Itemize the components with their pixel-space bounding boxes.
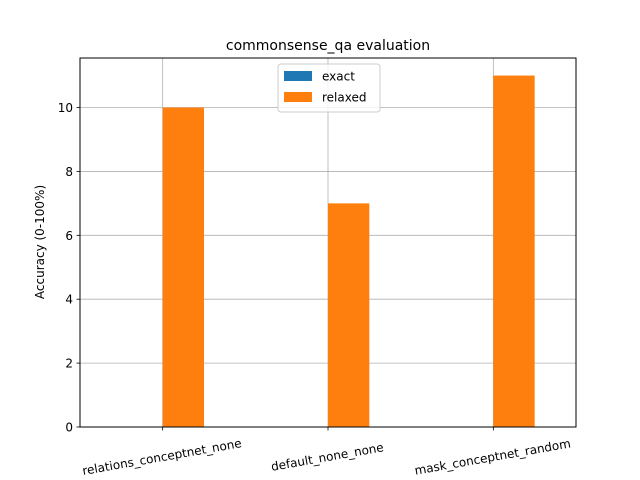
legend-swatch-exact [284,71,312,81]
legend-swatch-relaxed [284,92,312,102]
chart-title: commonsense_qa evaluation [226,38,430,54]
y-tick-label: 4 [65,293,73,307]
legend-label-relaxed: relaxed [322,91,366,105]
y-tick-label: 10 [58,101,73,115]
y-tick-label: 2 [65,357,73,371]
y-axis-label: Accuracy (0-100%) [33,185,47,299]
bar-relaxed [493,75,535,428]
y-axis: 0 2 4 6 8 10 [58,101,80,435]
y-tick-label: 8 [65,165,73,179]
y-tick-label: 6 [65,229,73,243]
bar-relaxed [162,107,204,428]
bars [162,75,535,428]
legend-label-exact: exact [322,70,355,84]
y-tick-label: 0 [65,421,73,435]
legend: exact relaxed [277,63,381,113]
bar-relaxed [328,203,370,427]
